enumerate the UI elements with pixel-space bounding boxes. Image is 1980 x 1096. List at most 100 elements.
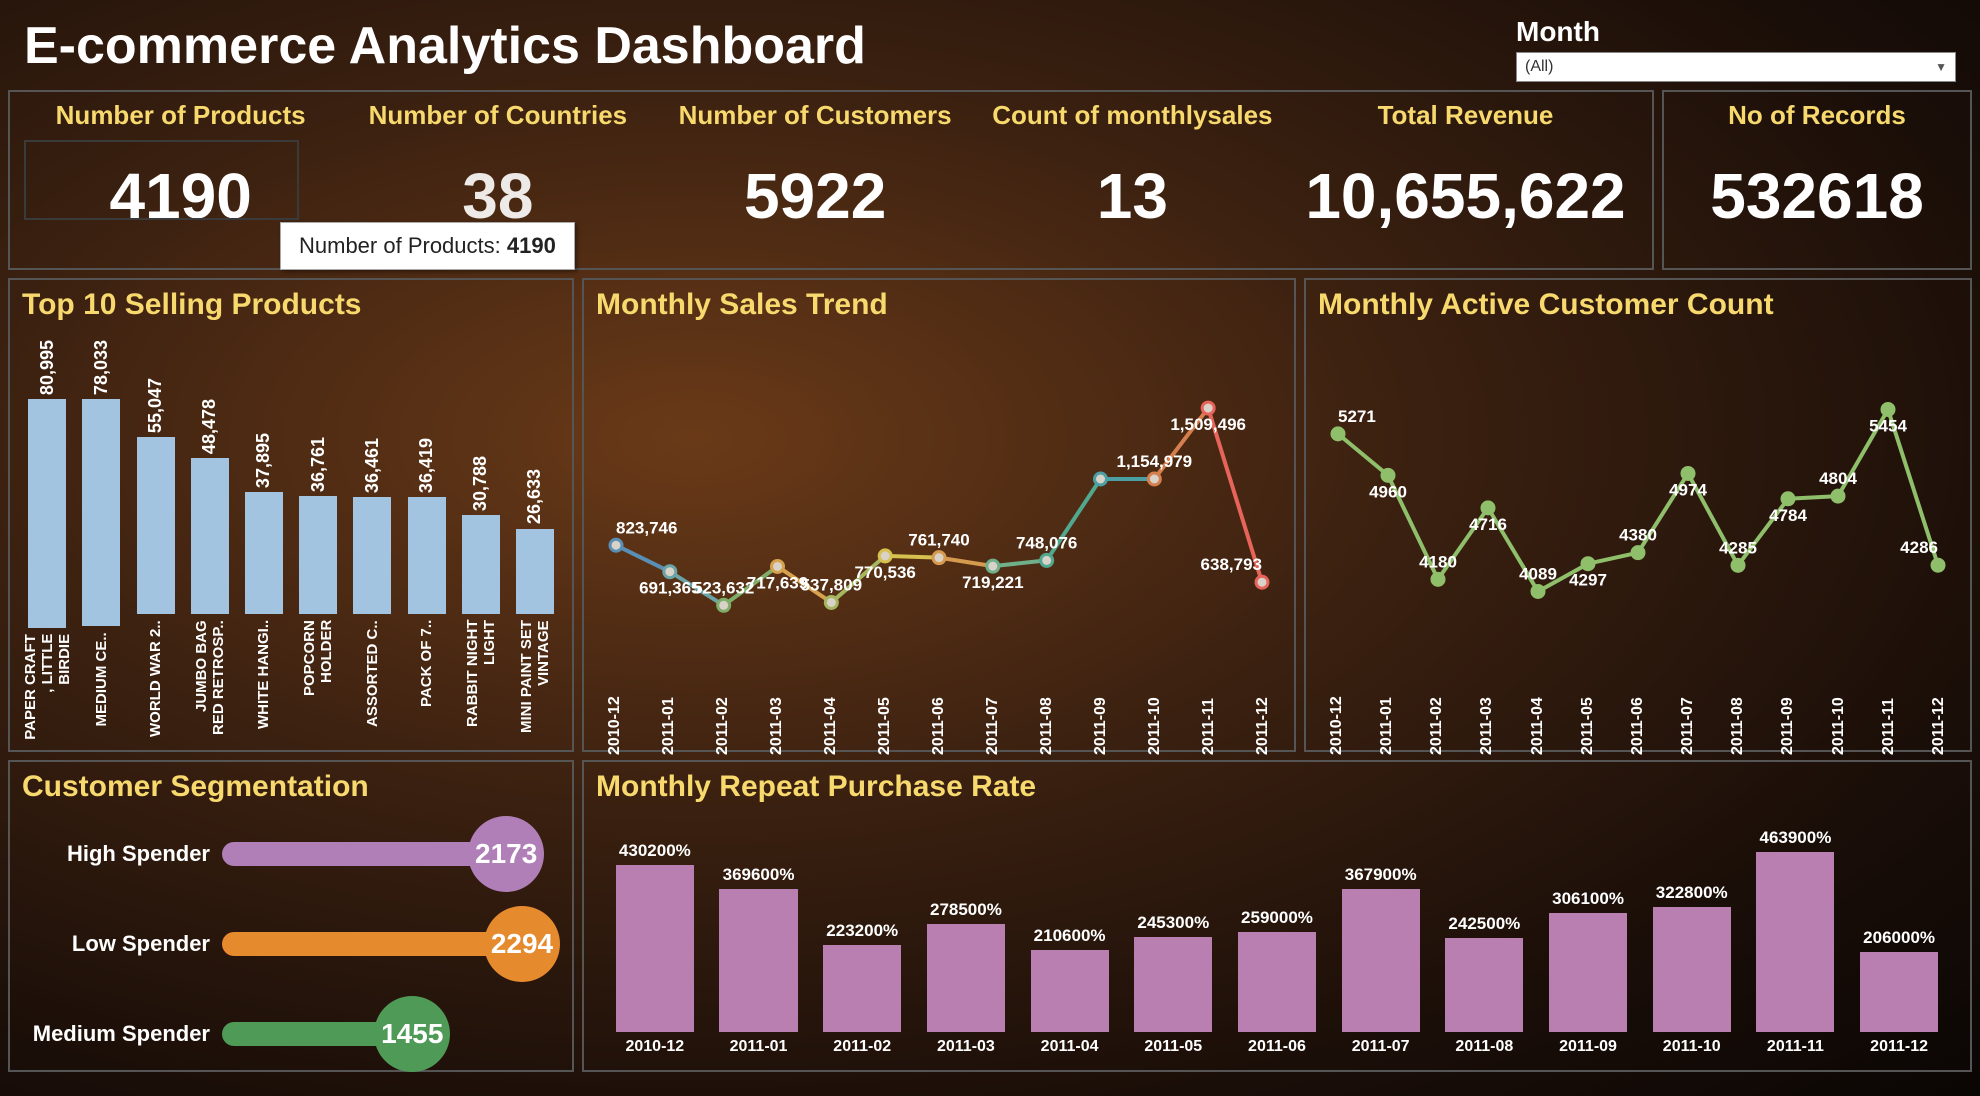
repeat-rate-bar xyxy=(1238,932,1316,1032)
panel-active-customers[interactable]: Monthly Active Customer Count 5271496041… xyxy=(1304,278,1972,752)
svg-text:4089: 4089 xyxy=(1519,564,1557,583)
top10-value: 80,995 xyxy=(37,340,58,395)
xaxis-label: 2011-01 xyxy=(660,675,678,755)
top10-label: WORLD WAR 2.. xyxy=(147,620,164,740)
kpi-card-products[interactable]: Number of Products 4190 Number of Countr… xyxy=(8,90,1654,270)
sales-trend-chart: 823,746691,365523,632717,639537,809770,5… xyxy=(596,330,1282,670)
panel-sales-trend[interactable]: Monthly Sales Trend 823,746691,365523,63… xyxy=(582,278,1296,752)
month-filter-dropdown[interactable]: (All) ▼ xyxy=(1516,52,1956,82)
repeat-rate-bar xyxy=(1342,889,1420,1032)
top10-value: 37,895 xyxy=(253,433,274,488)
repeat-rate-value: 245300% xyxy=(1137,913,1209,933)
xaxis-label: 2010-12 xyxy=(606,1038,704,1056)
repeat-rate-xaxis: 2010-122011-012011-022011-032011-042011-… xyxy=(596,1032,1958,1056)
kpi-label: Number of Customers xyxy=(657,100,974,131)
segmentation-label: Medium Spender xyxy=(22,1021,222,1047)
xaxis-label: 2011-02 xyxy=(714,675,732,755)
xaxis-label: 2011-09 xyxy=(1539,1038,1637,1056)
repeat-rate-col: 206000% xyxy=(1850,812,1948,1032)
segmentation-bar xyxy=(222,842,506,866)
repeat-rate-bar xyxy=(927,924,1005,1032)
repeat-rate-col: 463900% xyxy=(1747,812,1845,1032)
repeat-rate-bar xyxy=(1445,938,1523,1032)
charts-row-1: Top 10 Selling Products 80,995PAPER CRAF… xyxy=(0,270,1980,760)
kpi-highlight-box xyxy=(24,140,299,220)
top10-bar-col: 36,461ASSORTED C.. xyxy=(347,340,397,740)
repeat-rate-col: 322800% xyxy=(1643,812,1741,1032)
kpi-label: Total Revenue xyxy=(1291,100,1640,131)
repeat-rate-value: 259000% xyxy=(1241,908,1313,928)
repeat-rate-bar xyxy=(1134,937,1212,1032)
repeat-rate-value: 463900% xyxy=(1759,828,1831,848)
svg-text:1,509,496: 1,509,496 xyxy=(1170,415,1246,434)
svg-text:4380: 4380 xyxy=(1619,526,1657,545)
xaxis-label: 2011-10 xyxy=(1830,675,1848,755)
xaxis-label: 2011-12 xyxy=(1930,675,1948,755)
svg-text:717,639: 717,639 xyxy=(747,573,808,592)
xaxis-label: 2011-06 xyxy=(1228,1038,1326,1056)
top10-bar xyxy=(353,497,391,614)
xaxis-label: 2011-04 xyxy=(1529,675,1547,755)
panel-top10[interactable]: Top 10 Selling Products 80,995PAPER CRAF… xyxy=(8,278,574,752)
segmentation-bar xyxy=(222,932,522,956)
top10-bar-col: 30,788RABBIT NIGHT LIGHT xyxy=(456,340,506,740)
xaxis-label: 2011-11 xyxy=(1880,675,1898,755)
svg-text:719,221: 719,221 xyxy=(962,573,1023,592)
xaxis-label: 2011-03 xyxy=(1478,675,1496,755)
xaxis-label: 2011-05 xyxy=(876,675,894,755)
top10-label: PAPER CRAFT , LITTLE BIRDIE xyxy=(22,634,73,740)
top10-value: 55,047 xyxy=(145,378,166,433)
svg-text:770,536: 770,536 xyxy=(854,563,915,582)
xaxis-label: 2011-09 xyxy=(1779,675,1797,755)
segmentation-value: 2173 xyxy=(468,816,544,892)
top10-bar xyxy=(28,399,66,628)
xaxis-label: 2011-11 xyxy=(1747,1038,1845,1056)
repeat-rate-value: 223200% xyxy=(826,921,898,941)
top10-value: 36,761 xyxy=(308,437,329,492)
top10-bar xyxy=(516,529,554,614)
top10-label: WHITE HANGI.. xyxy=(255,620,272,740)
kpi-label: Count of monthlysales xyxy=(974,100,1291,131)
xaxis-label: 2011-05 xyxy=(1579,675,1597,755)
segmentation-row: Low Spender2294 xyxy=(22,904,560,984)
svg-text:4804: 4804 xyxy=(1819,469,1857,488)
svg-text:4180: 4180 xyxy=(1419,552,1457,571)
svg-text:4285: 4285 xyxy=(1719,538,1757,557)
top10-bar-col: 78,033MEDIUM CE.. xyxy=(76,340,126,740)
svg-text:537,809: 537,809 xyxy=(801,575,862,594)
xaxis-label: 2011-02 xyxy=(1428,675,1446,755)
repeat-rate-value: 306100% xyxy=(1552,889,1624,909)
panel-title: Monthly Repeat Purchase Rate xyxy=(596,770,1958,804)
xaxis-label: 2011-11 xyxy=(1200,675,1218,755)
kpi-value: 5922 xyxy=(657,159,974,233)
month-filter-selected: (All) xyxy=(1525,58,1553,76)
repeat-rate-col: 259000% xyxy=(1228,812,1326,1032)
xaxis-label: 2011-10 xyxy=(1643,1038,1741,1056)
top10-bar xyxy=(82,399,120,625)
repeat-rate-value: 206000% xyxy=(1863,928,1935,948)
repeat-rate-col: 278500% xyxy=(917,812,1015,1032)
repeat-rate-bar xyxy=(1653,907,1731,1032)
repeat-rate-value: 430200% xyxy=(619,841,691,861)
repeat-rate-col: 245300% xyxy=(1124,812,1222,1032)
month-filter-label: Month xyxy=(1516,16,1956,48)
top10-chart: 80,995 PAPER CRAFT , LITTLE BIRDIE78,033M… xyxy=(22,330,560,740)
svg-text:1,154,979: 1,154,979 xyxy=(1117,452,1193,471)
xaxis-label: 2011-05 xyxy=(1124,1038,1222,1056)
chevron-down-icon: ▼ xyxy=(1935,60,1947,74)
top10-label: MEDIUM CE.. xyxy=(93,632,110,740)
kpi-value: 13 xyxy=(974,159,1291,233)
xaxis-label: 2011-12 xyxy=(1850,1038,1948,1056)
panel-title: Monthly Sales Trend xyxy=(596,288,1282,322)
top10-bar xyxy=(191,458,229,614)
panel-repeat-rate[interactable]: Monthly Repeat Purchase Rate 430200%3696… xyxy=(582,760,1972,1072)
panel-segmentation[interactable]: Customer Segmentation High Spender2173Lo… xyxy=(8,760,574,1072)
kpi-card-records[interactable]: No of Records 532618 xyxy=(1662,90,1972,270)
xaxis-label: 2011-01 xyxy=(710,1038,808,1056)
repeat-rate-chart: 430200%369600%223200%278500%210600%24530… xyxy=(596,812,1958,1032)
repeat-rate-value: 278500% xyxy=(930,900,1002,920)
xaxis-label: 2011-09 xyxy=(1092,675,1110,755)
panel-title: Monthly Active Customer Count xyxy=(1318,288,1958,322)
kpi-label: Number of Countries xyxy=(339,100,656,131)
top10-bar-col: 80,995 PAPER CRAFT , LITTLE BIRDIE xyxy=(22,340,72,740)
